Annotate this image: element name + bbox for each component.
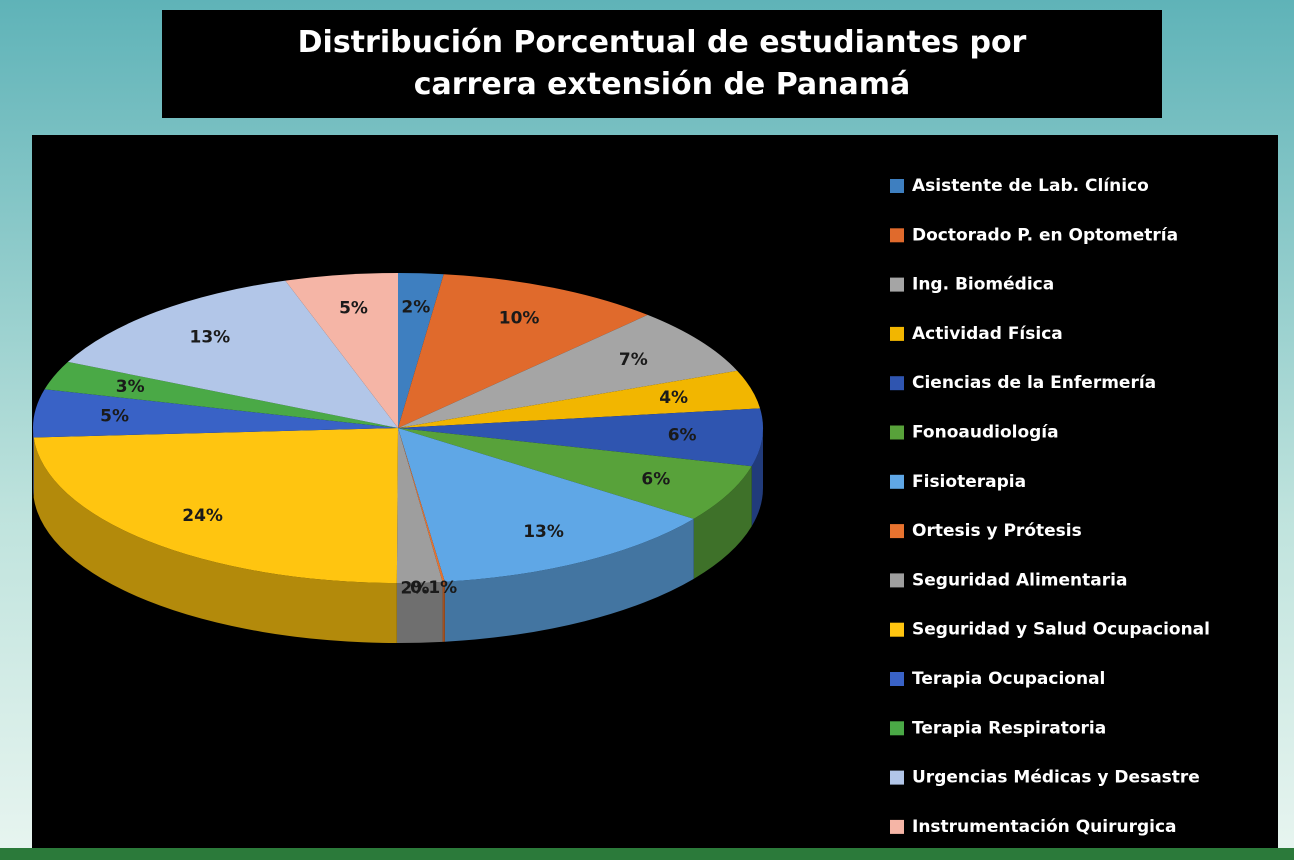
data-label: 10% bbox=[499, 309, 540, 329]
data-label: 3% bbox=[116, 377, 145, 397]
legend-swatch bbox=[890, 721, 904, 736]
data-label: 2% bbox=[401, 297, 430, 317]
slice bbox=[398, 274, 648, 428]
legend-label: Urgencias Médicas y Desastre bbox=[912, 768, 1200, 788]
data-label: 24% bbox=[182, 506, 223, 526]
legend-label: Fonoaudiología bbox=[912, 423, 1059, 443]
legend-label: Ciencias de la Enfermería bbox=[912, 373, 1156, 393]
slice bbox=[398, 428, 694, 582]
data-label: 13% bbox=[523, 522, 564, 542]
slice bbox=[285, 273, 398, 428]
slice-side bbox=[33, 428, 34, 498]
legend-swatch bbox=[890, 228, 904, 243]
slice-side bbox=[444, 518, 694, 642]
data-label: 5% bbox=[100, 406, 129, 426]
legend-swatch bbox=[890, 573, 904, 588]
legend-label: Terapia Respiratoria bbox=[912, 718, 1106, 738]
legend-label: Fisioterapia bbox=[912, 472, 1026, 492]
data-label: 4% bbox=[659, 388, 688, 408]
legend-label: Ortesis y Prótesis bbox=[912, 521, 1082, 541]
data-label: 2% bbox=[401, 579, 430, 599]
legend-swatch bbox=[890, 376, 904, 391]
data-label: 0.1% bbox=[410, 578, 457, 598]
legend-swatch bbox=[890, 474, 904, 489]
slice-side bbox=[33, 437, 397, 643]
legend-swatch bbox=[890, 622, 904, 637]
slice-side bbox=[396, 581, 443, 643]
slice bbox=[396, 428, 443, 583]
legend-swatch bbox=[890, 179, 904, 193]
legend-label: Ing. Biomédica bbox=[912, 275, 1054, 295]
data-label: 5% bbox=[339, 299, 368, 319]
legend-swatch bbox=[890, 770, 904, 785]
legend-label: Doctorado P. en Optometría bbox=[912, 225, 1178, 245]
legend-swatch bbox=[890, 277, 904, 292]
legend-swatch bbox=[890, 425, 904, 440]
slice bbox=[398, 428, 445, 582]
legend-label: Actividad Física bbox=[912, 324, 1063, 344]
data-label: 7% bbox=[619, 350, 648, 370]
title-box: Distribución Porcentual de estudiantes p… bbox=[162, 10, 1162, 118]
slice bbox=[67, 280, 398, 428]
data-label: 6% bbox=[668, 425, 697, 445]
legend-swatch bbox=[890, 819, 904, 834]
legend-label: Seguridad y Salud Ocupacional bbox=[912, 620, 1210, 640]
legend-label: Asistente de Lab. Clínico bbox=[912, 176, 1149, 196]
legend-label: Seguridad Alimentaria bbox=[912, 570, 1127, 590]
legend-swatch bbox=[890, 672, 904, 686]
slice bbox=[33, 428, 399, 583]
slice-side bbox=[442, 581, 445, 642]
footer-bar bbox=[0, 848, 1294, 860]
data-label: 13% bbox=[190, 327, 231, 347]
legend-label: Terapia Ocupacional bbox=[912, 669, 1105, 689]
slice bbox=[398, 428, 752, 519]
slice bbox=[398, 408, 763, 467]
legend-swatch bbox=[890, 326, 904, 341]
data-label: 6% bbox=[641, 469, 670, 489]
slice bbox=[32, 389, 398, 438]
slice-side bbox=[751, 428, 763, 527]
slice-side bbox=[693, 466, 752, 579]
slice bbox=[398, 273, 444, 428]
slice bbox=[44, 361, 399, 428]
slice bbox=[398, 314, 738, 428]
legend-label: Instrumentación Quirurgica bbox=[912, 817, 1177, 837]
slice bbox=[398, 370, 761, 428]
legend-swatch bbox=[890, 524, 904, 539]
chart-title: Distribución Porcentual de estudiantes p… bbox=[297, 25, 1027, 102]
